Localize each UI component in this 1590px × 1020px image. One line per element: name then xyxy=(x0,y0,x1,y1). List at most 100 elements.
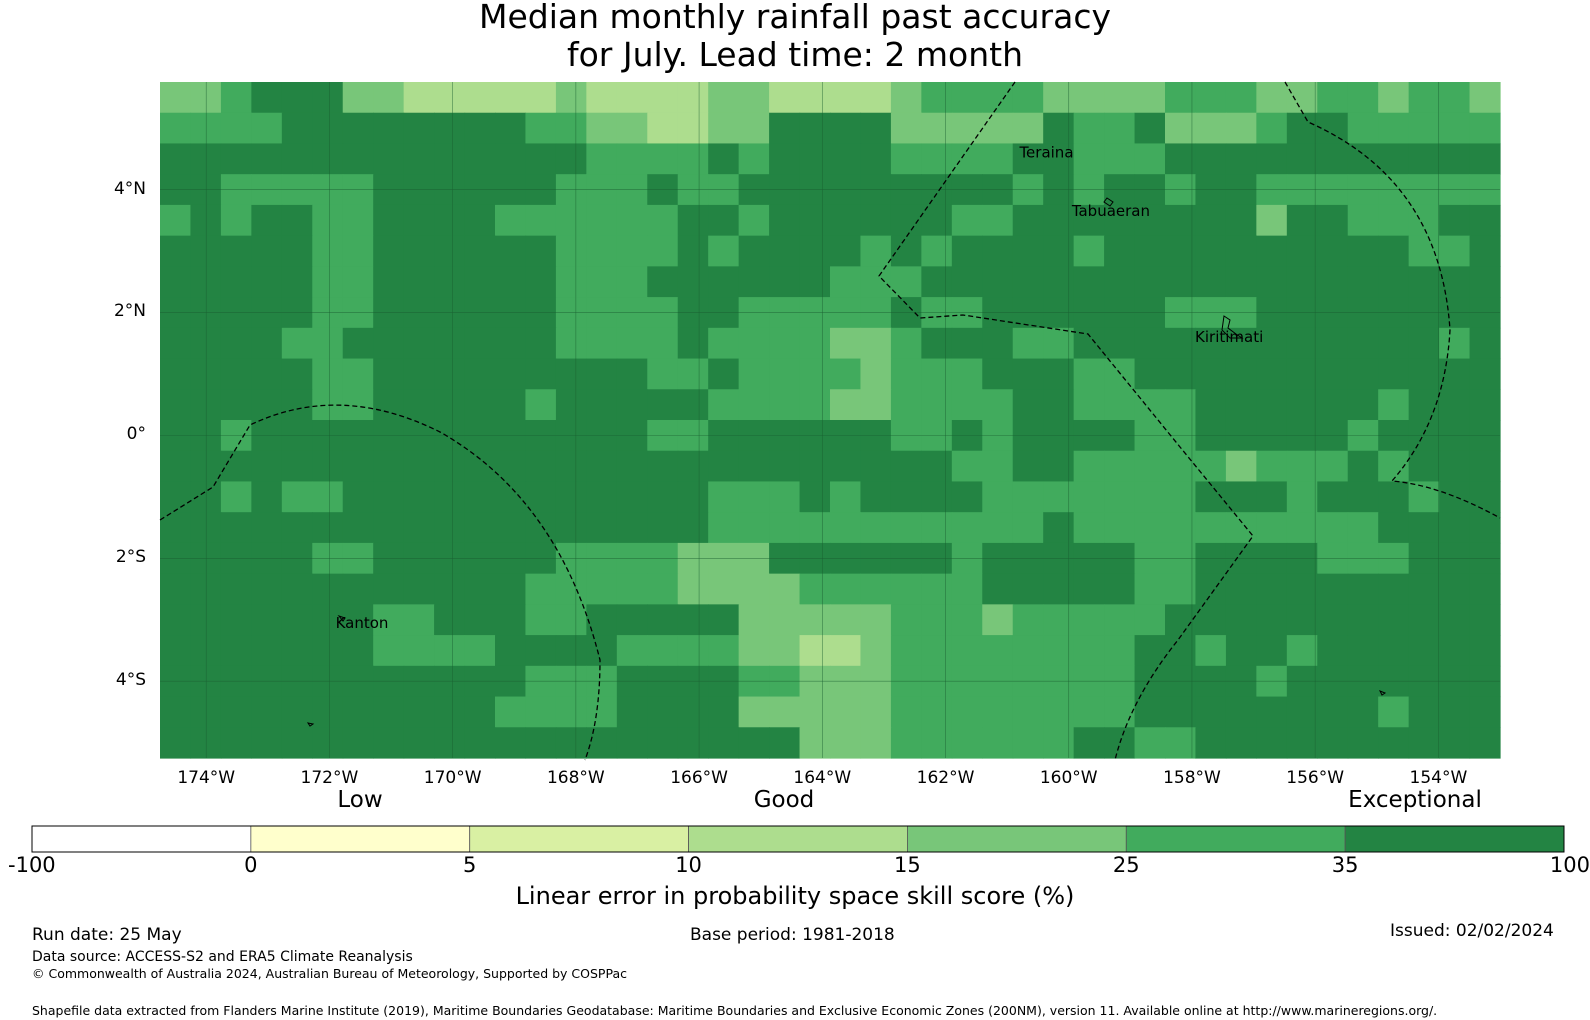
colorbar-tick-label: 25 xyxy=(1112,853,1140,877)
grid-cell xyxy=(1134,481,1166,513)
grid-cell xyxy=(738,665,770,698)
grid-cell xyxy=(982,604,1014,636)
grid-cell xyxy=(921,481,953,513)
grid-cell xyxy=(495,665,527,698)
grid-cell xyxy=(281,420,313,452)
grid-cell xyxy=(1347,297,1379,329)
grid-cell xyxy=(921,389,953,421)
grid-cell xyxy=(1165,450,1197,483)
colorbar-segment xyxy=(1125,825,1346,853)
grid-cell xyxy=(1439,635,1471,667)
grid-cell xyxy=(1408,358,1440,390)
grid-cell xyxy=(1256,727,1288,759)
grid-cell xyxy=(677,542,709,575)
colorbar-segment xyxy=(907,825,1127,853)
grid-cell xyxy=(677,297,709,329)
grid-cell xyxy=(1225,420,1257,452)
grid-cell xyxy=(1408,389,1440,421)
grid-cell xyxy=(890,573,922,605)
grid-cell xyxy=(555,450,587,483)
grid-cell xyxy=(1256,542,1288,575)
grid-cell xyxy=(860,665,892,698)
grid-cell xyxy=(1225,204,1257,237)
colorbar-tick-label: 10 xyxy=(675,853,702,877)
grid-cell xyxy=(1347,481,1379,513)
grid-cell xyxy=(525,635,557,667)
grid-cell xyxy=(616,327,648,360)
grid-cell xyxy=(1469,266,1501,298)
grid-cell xyxy=(1012,389,1044,421)
grid-cell xyxy=(1165,235,1197,267)
grid-cell xyxy=(1408,665,1440,698)
grid-cell xyxy=(799,727,831,759)
grid-cell xyxy=(616,82,648,114)
grid-cell xyxy=(495,635,527,667)
grid-cell xyxy=(1317,143,1349,175)
grid-cell xyxy=(982,635,1014,667)
grid-cell xyxy=(1165,573,1197,605)
grid-cell xyxy=(403,665,435,698)
grid-cell xyxy=(647,266,679,298)
grid-cell xyxy=(982,82,1014,114)
grid-cell xyxy=(1225,727,1257,759)
grid-cell xyxy=(1165,389,1197,421)
grid-cell xyxy=(1043,266,1075,298)
grid-cell xyxy=(1134,297,1166,329)
grid-cell xyxy=(1104,235,1136,267)
grid-cell xyxy=(403,235,435,267)
grid-cell xyxy=(799,235,831,267)
place-label: Kiritimati xyxy=(1195,328,1263,346)
grid-cell xyxy=(403,204,435,237)
grid-cell xyxy=(586,604,618,636)
grid-cell xyxy=(616,358,648,390)
grid-cell xyxy=(342,727,374,759)
grid-cell xyxy=(495,204,527,237)
grid-cell xyxy=(1073,727,1105,759)
grid-cell xyxy=(251,450,283,483)
grid-cell xyxy=(1043,420,1075,452)
grid-cell xyxy=(160,665,192,698)
grid-cell xyxy=(525,481,557,513)
grid-cell xyxy=(342,235,374,267)
grid-cell xyxy=(708,727,740,759)
grid-cell xyxy=(738,635,770,667)
grid-cell xyxy=(251,235,283,267)
grid-cell xyxy=(647,235,679,267)
grid-cell xyxy=(464,696,496,728)
grid-cell xyxy=(1134,512,1166,544)
grid-cell xyxy=(1347,420,1379,452)
grid-cell xyxy=(160,358,192,390)
grid-cell xyxy=(1286,297,1318,329)
grid-cell xyxy=(1439,266,1471,298)
grid-cell xyxy=(799,143,831,175)
island-outline xyxy=(1221,315,1244,339)
grid-cell xyxy=(220,450,252,483)
grid-cell xyxy=(220,204,252,237)
grid-cell xyxy=(951,327,983,360)
grid-cell xyxy=(1256,389,1288,421)
grid-cell xyxy=(1469,542,1501,575)
grid-cell xyxy=(312,696,344,728)
grid-cell xyxy=(1134,143,1166,175)
grid-cell xyxy=(890,143,922,175)
grid-cell xyxy=(708,112,740,145)
grid-cell xyxy=(1195,696,1227,728)
grid-cell xyxy=(738,358,770,390)
grid-cell xyxy=(464,235,496,267)
grid-cell xyxy=(251,635,283,667)
grid-cell xyxy=(525,420,557,452)
grid-cell xyxy=(1317,573,1349,605)
grid-cell xyxy=(1439,143,1471,175)
grid-cell xyxy=(555,266,587,298)
grid-cell xyxy=(738,82,770,114)
grid-cell xyxy=(677,143,709,175)
grid-cell xyxy=(281,635,313,667)
grid-cell xyxy=(1134,112,1166,145)
grid-cell xyxy=(555,696,587,728)
latitude-label: 0° xyxy=(126,424,146,445)
grid-cell xyxy=(281,389,313,421)
colorbar-tick-label: 15 xyxy=(894,853,921,877)
grid-cell xyxy=(1073,235,1105,267)
grid-cell xyxy=(525,450,557,483)
grid-cell xyxy=(1043,727,1075,759)
